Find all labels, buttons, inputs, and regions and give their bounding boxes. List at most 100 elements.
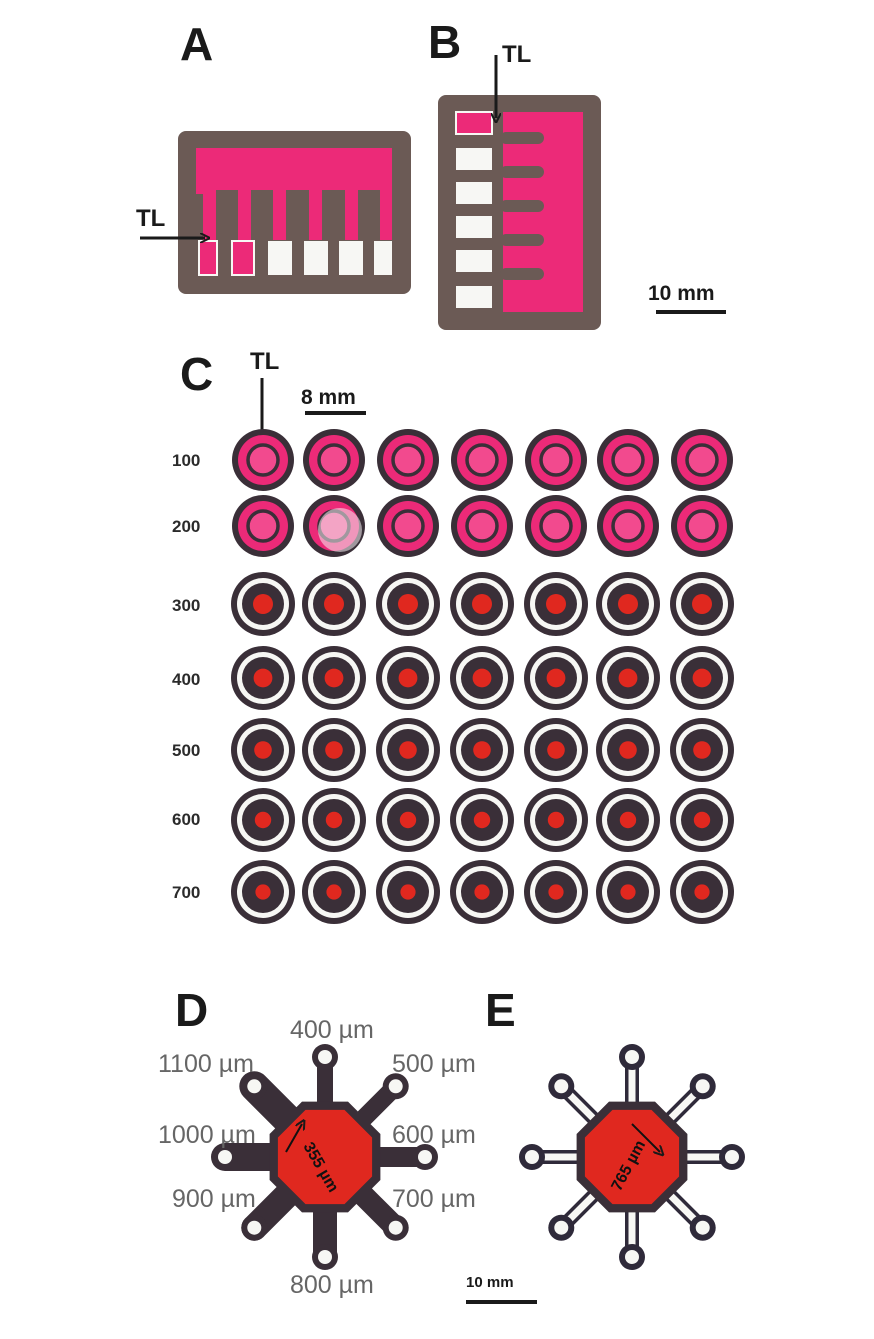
panel-d-test-pad-center: [247, 1220, 262, 1235]
panel-c-well: [524, 860, 588, 924]
panel-c-well: [524, 572, 588, 636]
panel-c-well: [376, 718, 440, 782]
panel-c-well: [376, 860, 440, 924]
panel-c-well: [670, 788, 734, 852]
panel-c-well: [670, 646, 734, 710]
panel-c-scale-label: 8 mm: [301, 386, 356, 409]
panel-c-well: [302, 646, 366, 710]
panel-c-well: [525, 495, 587, 557]
panel-e-center-zone: [584, 1109, 680, 1205]
panel-c-well: [596, 572, 660, 636]
panel-d-center-zone: [277, 1109, 373, 1205]
panel-c-well: [596, 860, 660, 924]
panel-e-test-pad-center: [554, 1220, 569, 1235]
panel-e: E 765 µm: [485, 984, 745, 1270]
panel-b: B TL 10 mm: [428, 16, 726, 330]
panel-d-measure-line: [285, 1124, 302, 1153]
panel-d-channel-label: 700 µm: [392, 1185, 476, 1213]
panel-c-row-labels: 100 200 300 400 500 600 700: [172, 451, 200, 902]
panel-c-well: [670, 718, 734, 782]
panel-c-well: [376, 572, 440, 636]
panel-c-well: [450, 788, 514, 852]
panel-a-wax-fingers: [216, 190, 380, 240]
panel-d: D 400 µm 500 µm 600 µm 700 µm 800 µm 900…: [158, 984, 537, 1304]
panel-c-well: [670, 572, 734, 636]
panel-c-well: [671, 495, 733, 557]
panel-e-letter: E: [485, 984, 516, 1036]
panel-b-channels: [500, 132, 544, 280]
panel-c-well: [376, 788, 440, 852]
panel-c-well: [597, 495, 659, 557]
panel-c-row-label: 300: [172, 596, 200, 615]
panel-d-test-pad-center: [247, 1079, 262, 1094]
panel-c-well: [450, 718, 514, 782]
panel-d-test-pad-center: [418, 1150, 432, 1164]
panel-d-letter: D: [175, 984, 208, 1036]
panel-c-well: [596, 718, 660, 782]
panel-d-channel-label: 800 µm: [290, 1271, 374, 1299]
panel-c-well-grid: [231, 429, 734, 924]
panel-c-well: [450, 860, 514, 924]
panel-c-well: [377, 495, 439, 557]
panel-c-well: [451, 429, 513, 491]
panel-d-test-pad-center: [388, 1220, 403, 1235]
panel-c-well: [450, 646, 514, 710]
panel-d-channel-label: 900 µm: [172, 1185, 256, 1213]
panel-c-row-label: 600: [172, 810, 200, 829]
panel-c-row-label: 500: [172, 741, 200, 760]
panel-c-well: [376, 646, 440, 710]
panel-c-row-label: 100: [172, 451, 200, 470]
panel-c-well: [597, 429, 659, 491]
panel-d-test-pad-center: [318, 1050, 332, 1064]
panel-d-channel-label: 500 µm: [392, 1050, 476, 1078]
panel-c-well: [524, 718, 588, 782]
panel-c-row-label: 700: [172, 883, 200, 902]
panel-d-test-pad-center: [218, 1150, 232, 1164]
panel-c-well: [596, 646, 660, 710]
panel-c-well: [231, 788, 295, 852]
panel-a: A TL: [136, 18, 411, 294]
panel-c-well: [302, 572, 366, 636]
panel-c-well: [450, 572, 514, 636]
panel-e-device: [519, 1044, 745, 1270]
panel-e-test-pad-center: [695, 1220, 710, 1235]
panel-b-scale-label: 10 mm: [648, 282, 715, 305]
panel-c-well: [232, 429, 294, 491]
panel-d-channel-label: 1100 µm: [158, 1050, 254, 1078]
panel-c-tl-label: TL: [250, 348, 279, 375]
panel-c-well: [671, 429, 733, 491]
panel-a-letter: A: [180, 18, 213, 70]
panel-c-well: [302, 860, 366, 924]
panel-c-row-label: 400: [172, 670, 200, 689]
panel-b-letter: B: [428, 16, 461, 68]
panel-c-well: [670, 860, 734, 924]
panel-d-channel-label: 400 µm: [290, 1016, 374, 1044]
panel-b-test-zones: [455, 111, 493, 308]
panel-e-test-pad-center: [725, 1150, 739, 1164]
panel-c-letter: C: [180, 348, 213, 400]
panel-c-well: [524, 788, 588, 852]
panel-c-well: [302, 718, 366, 782]
panel-d-channel-label: 600 µm: [392, 1121, 476, 1149]
panel-c-well: [525, 429, 587, 491]
panel-c-well: [303, 495, 365, 557]
panel-d-scale-label: 10 mm: [466, 1274, 514, 1291]
panel-c-well: [302, 788, 366, 852]
panel-b-tl-label: TL: [502, 41, 531, 68]
panel-c-well: [596, 788, 660, 852]
panel-d-test-pad-center: [388, 1079, 403, 1094]
panel-c-well: [232, 495, 294, 557]
panel-c: C TL 8 mm 100 200 300 400 500 600 700: [172, 348, 734, 924]
panel-e-measure-line: [631, 1123, 660, 1152]
panel-c-well: [231, 646, 295, 710]
panel-c-well: [451, 495, 513, 557]
panel-c-well: [303, 429, 365, 491]
panel-a-test-zones: [198, 240, 392, 276]
panel-c-well: [231, 860, 295, 924]
panel-d-test-pad-center: [318, 1250, 332, 1264]
panel-e-test-pad-center: [695, 1079, 710, 1094]
panel-c-row-label: 200: [172, 517, 200, 536]
panel-c-well: [377, 429, 439, 491]
panel-a-tl-label: TL: [136, 205, 165, 232]
